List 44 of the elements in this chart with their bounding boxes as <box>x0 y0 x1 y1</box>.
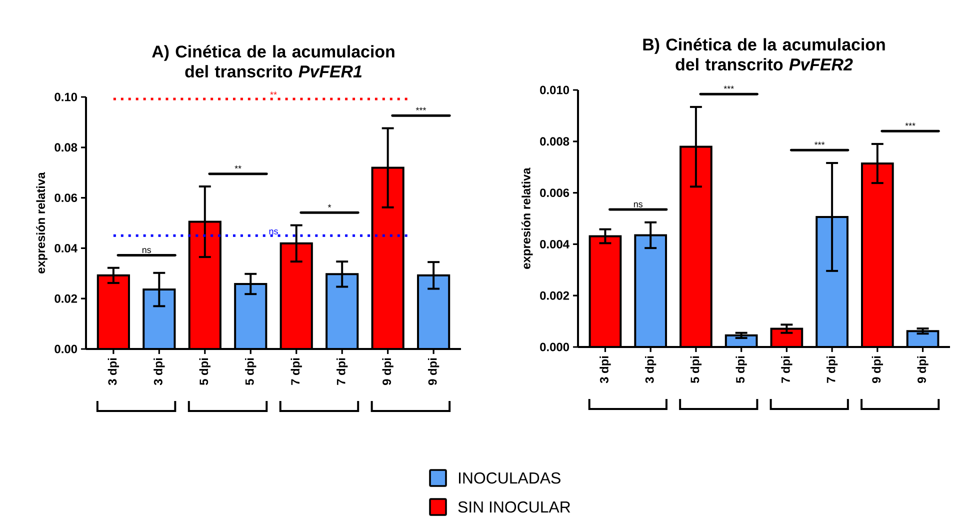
x-tick-label: 7 dpi <box>336 358 348 385</box>
annotation: *** <box>814 142 825 145</box>
x-tick-label: 7 dpi <box>290 358 302 385</box>
x-tick-label: 3 dpi <box>154 358 165 386</box>
x-tick-label: 9 dpi <box>917 356 928 383</box>
x-tick-label: 7 dpi <box>781 356 792 383</box>
y-axis-title: expresión relativa <box>36 172 48 274</box>
y-tick-label: 0.008 <box>540 137 570 146</box>
x-tick-label: 9 dpi <box>428 358 440 385</box>
y-axis-title: expresión relativa <box>522 168 533 269</box>
y-tick-label: 0.002 <box>540 291 570 300</box>
y-tick-label: 0.02 <box>54 294 78 303</box>
y-tick-label: 0.010 <box>540 86 570 94</box>
y-tick-label: 0.006 <box>540 188 570 198</box>
y-tick-label: 0.04 <box>54 244 78 252</box>
x-tick-label: 5 dpi <box>199 358 210 386</box>
y-tick-label: 0.10 <box>54 92 78 102</box>
x-tick-label: 5 dpi <box>736 356 747 384</box>
annotation: ** <box>234 165 242 169</box>
annotation: *** <box>416 107 426 110</box>
x-tick-label: 9 dpi <box>382 358 394 385</box>
x-tick-label: 5 dpi <box>245 358 256 386</box>
chart-title: A) Cinética de la acumulacion del transcrito PvFER1 <box>152 44 394 78</box>
annotation: ns <box>634 202 643 208</box>
y-tick-label: 0.00 <box>54 344 78 354</box>
x-tick-label: 3 dpi <box>645 356 656 384</box>
y-tick-label: 0.06 <box>54 194 78 202</box>
y-tick-label: 0.08 <box>54 143 78 152</box>
x-tick-label: 7 dpi <box>826 356 838 383</box>
annotation: * <box>328 204 332 208</box>
ref-line-label: ** <box>270 92 277 95</box>
text: *** <box>724 86 734 89</box>
annotation: *** <box>905 122 916 126</box>
y-tick-label: 0.000 <box>540 342 570 352</box>
legend-label: INOCULADAS <box>458 472 560 484</box>
x-tick-label: 9 dpi <box>872 356 883 383</box>
x-tick-label: 5 dpi <box>690 356 702 384</box>
annotation: ns <box>142 248 151 254</box>
ref-line-label: ns <box>269 229 278 234</box>
x-tick-label: 3 dpi <box>600 356 611 384</box>
x-tick-label: 3 dpi <box>108 358 120 386</box>
y-tick-label: 0.004 <box>540 240 570 248</box>
chart-title: B) Cinética de la acumulacion del transcrito PvFER2 <box>643 38 885 71</box>
legend-label: SIN INOCULAR <box>458 501 570 513</box>
